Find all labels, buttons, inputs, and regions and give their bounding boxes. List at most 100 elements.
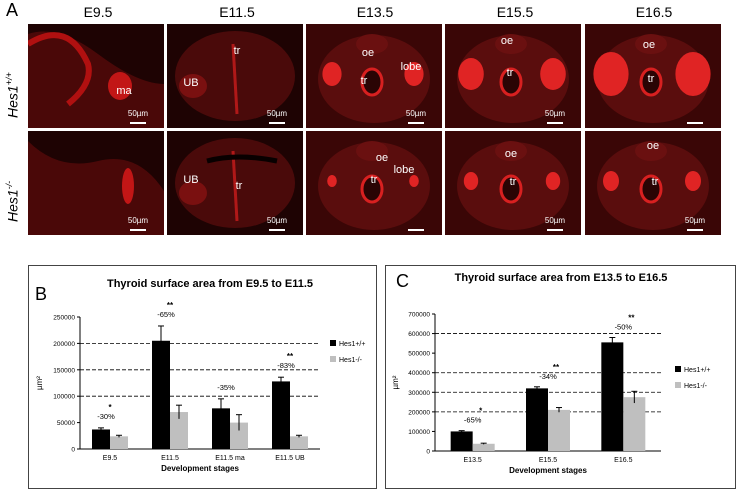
micrograph-label-tr: tr bbox=[507, 67, 514, 79]
column-label-e16-5: E16.5 bbox=[635, 4, 673, 20]
micrograph-label-oe: oe bbox=[643, 39, 655, 51]
micrograph-r2-c2: UB tr 50µm bbox=[167, 131, 303, 235]
micrograph-label-tr: tr bbox=[371, 174, 378, 186]
legend-swatch bbox=[330, 340, 336, 346]
x-tick-label: E15.5 bbox=[539, 457, 557, 464]
chart-c: Thyroid surface area from E13.5 to E16.5… bbox=[391, 272, 710, 475]
x-tick-label: E11.5 bbox=[161, 455, 179, 462]
y-tick-label: 250000 bbox=[53, 315, 75, 322]
micrograph-label-tr: tr bbox=[361, 75, 368, 87]
micrograph-label-tr: tr bbox=[510, 176, 517, 188]
significance-stars: ** bbox=[287, 352, 294, 361]
legend-entry: Hes1+/+ bbox=[339, 341, 365, 348]
column-label-e11-5: E11.5 bbox=[219, 4, 255, 20]
micrograph-label-oe: oe bbox=[647, 140, 659, 152]
micrograph-label-tr: tr bbox=[652, 176, 659, 188]
micrograph-r1-c1: ma 50µm bbox=[28, 24, 164, 128]
y-tick-label: 500000 bbox=[408, 351, 430, 358]
scale-bar-label: 50µm bbox=[545, 216, 566, 225]
micrograph-label-oe: oe bbox=[376, 152, 388, 164]
panel-b-letter: B bbox=[35, 284, 48, 304]
scale-bar-label: 50µm bbox=[685, 216, 706, 225]
micrograph-label-tr: tr bbox=[234, 45, 241, 57]
micrograph-r2-c3: oe tr lobe bbox=[306, 131, 442, 235]
legend-entry: Hes1+/+ bbox=[684, 367, 710, 374]
column-label-e15-5: E15.5 bbox=[496, 4, 534, 20]
bar-wildtype bbox=[450, 431, 473, 451]
row-label-wildtype: Hes1+/+ bbox=[4, 72, 21, 118]
row-label-knockout-sup: -/- bbox=[4, 180, 14, 190]
micrograph-r1-c5: oe tr bbox=[585, 24, 721, 128]
percent-change-label: -50% bbox=[615, 322, 633, 331]
x-tick-label: E11.5 UB bbox=[275, 455, 305, 462]
percent-change-label: -30% bbox=[97, 412, 115, 421]
micrograph-r2-c5: oe tr 50µm bbox=[585, 131, 721, 235]
y-tick-label: 100000 bbox=[408, 429, 430, 436]
legend-entry: Hes1-/- bbox=[339, 357, 363, 364]
panel-a-letter: A bbox=[6, 0, 19, 20]
legend-swatch bbox=[330, 356, 336, 362]
y-tick-label: 400000 bbox=[408, 370, 430, 377]
panel-c-frame bbox=[385, 265, 736, 489]
chart-title: Thyroid surface area from E9.5 to E11.5 bbox=[107, 278, 313, 290]
bar-knockout bbox=[472, 443, 495, 451]
bar-knockout bbox=[170, 412, 188, 449]
micrograph-label-tr: tr bbox=[236, 180, 243, 192]
y-axis-label: µm² bbox=[391, 375, 400, 389]
micrograph-r1-c3: oe tr lobe 50µm bbox=[306, 24, 442, 128]
bar-knockout bbox=[230, 422, 248, 449]
bar-knockout bbox=[548, 409, 570, 451]
legend-swatch bbox=[675, 366, 681, 372]
column-label-e13-5: E13.5 bbox=[356, 4, 394, 20]
bar-wildtype bbox=[601, 342, 624, 451]
row-label-knockout-gene: Hes1 bbox=[4, 189, 21, 222]
scale-bar-label: 50µm bbox=[128, 109, 149, 118]
scale-bar-label: 50µm bbox=[128, 216, 149, 225]
bar-knockout bbox=[290, 436, 308, 449]
panel-b-frame bbox=[28, 265, 377, 489]
x-axis-label: Development stages bbox=[509, 466, 587, 475]
percent-change-label: -34% bbox=[539, 372, 557, 381]
row-label-wildtype-gene: Hes1 bbox=[4, 85, 21, 118]
bar-wildtype bbox=[272, 381, 290, 449]
micrograph-label-oe: oe bbox=[505, 148, 517, 160]
row-label-knockout: Hes1-/- bbox=[4, 181, 21, 222]
row-label-wildtype-sup: +/+ bbox=[4, 72, 14, 86]
micrograph-label-UB: UB bbox=[183, 77, 198, 89]
micrograph-r1-c4: oe tr 50µm bbox=[445, 24, 581, 128]
x-tick-label: E11.5 ma bbox=[215, 455, 245, 462]
micrograph-r1-c2: UB tr 50µm bbox=[167, 24, 303, 128]
x-tick-label: E13.5 bbox=[464, 457, 482, 464]
bar-knockout bbox=[110, 436, 128, 449]
micrograph-r2-c4: oe tr 50µm bbox=[445, 131, 581, 235]
bar-wildtype bbox=[92, 429, 110, 449]
bar-knockout bbox=[623, 397, 646, 451]
bar-wildtype bbox=[152, 340, 170, 449]
y-tick-label: 200000 bbox=[408, 409, 430, 416]
micrograph-label-oe: oe bbox=[362, 47, 374, 59]
y-tick-label: 600000 bbox=[408, 331, 430, 338]
scale-bar-label: 50µm bbox=[406, 109, 427, 118]
significance-stars: ** bbox=[628, 313, 635, 322]
y-tick-label: 200000 bbox=[53, 341, 75, 348]
micrograph-label-ma: ma bbox=[116, 85, 132, 97]
y-tick-label: 0 bbox=[71, 447, 75, 454]
legend-entry: Hes1-/- bbox=[684, 383, 708, 390]
percent-change-label: -35% bbox=[217, 383, 235, 392]
percent-change-label: -83% bbox=[277, 361, 295, 370]
micrograph-label-UB: UB bbox=[183, 174, 198, 186]
scale-bar-label: 50µm bbox=[267, 109, 288, 118]
scale-bar-label: 50µm bbox=[267, 216, 288, 225]
micrograph-label-tr: tr bbox=[648, 73, 655, 85]
significance-stars: ** bbox=[167, 301, 174, 310]
chart-b: Thyroid surface area from E9.5 to E11.5 0… bbox=[35, 278, 365, 473]
significance-stars: ** bbox=[553, 363, 560, 372]
panel-c-letter: C bbox=[396, 271, 409, 291]
y-axis-label: µm² bbox=[35, 376, 44, 390]
y-tick-label: 50000 bbox=[57, 420, 75, 427]
x-axis-label: Development stages bbox=[161, 464, 239, 473]
percent-change-label: -65% bbox=[464, 416, 482, 425]
micrograph-label-lobe: lobe bbox=[401, 61, 422, 73]
significance-stars: * bbox=[108, 403, 112, 412]
y-tick-label: 150000 bbox=[53, 367, 75, 374]
